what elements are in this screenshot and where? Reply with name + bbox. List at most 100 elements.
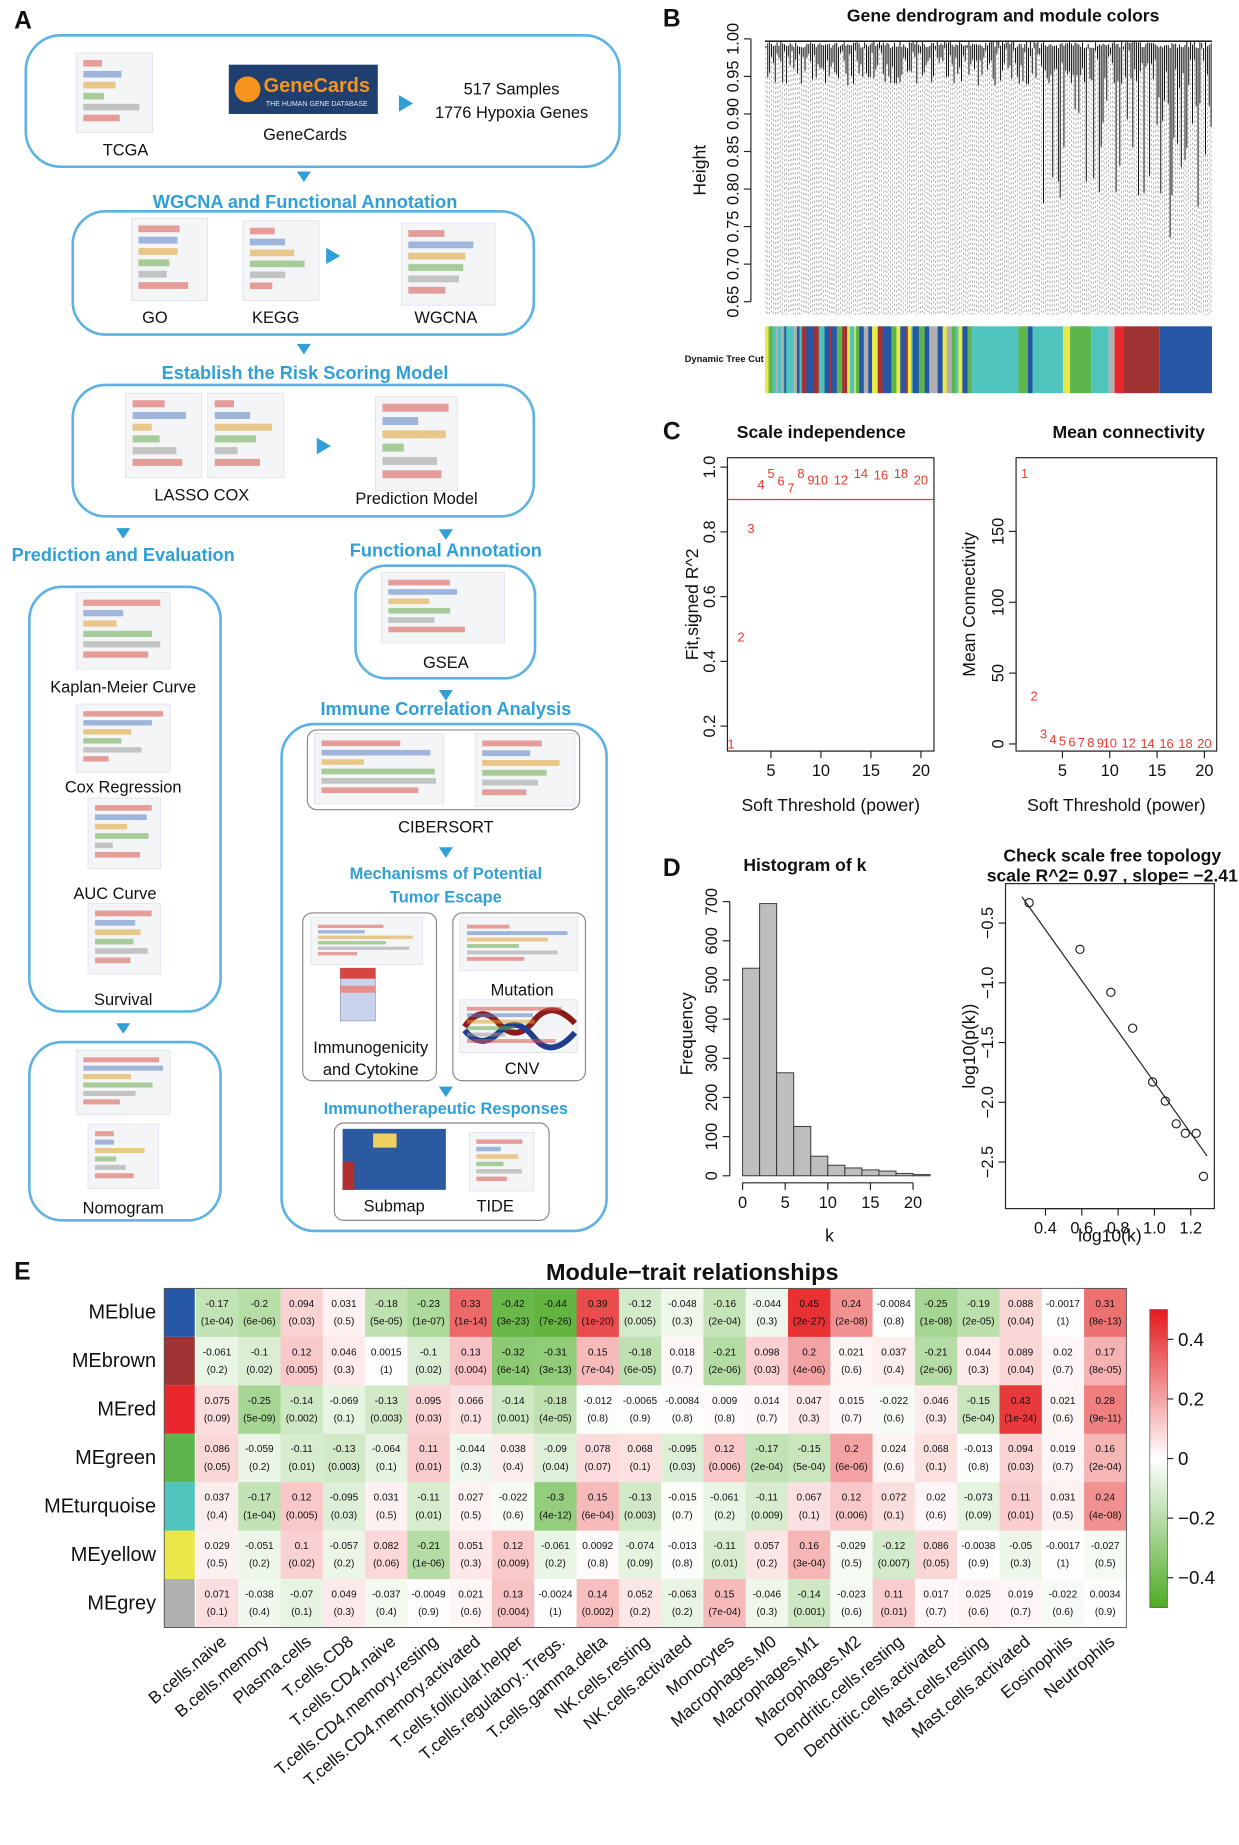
inner-box [333, 1122, 550, 1221]
thumb-detail [83, 630, 152, 638]
thumb-detail [83, 747, 142, 753]
heatmap-cell [914, 1385, 958, 1435]
inner-box [452, 912, 587, 1082]
y-tick-label: 600 [703, 927, 721, 954]
cell-value: -0.14 [290, 1396, 313, 1407]
cell-p-value: (5e-09) [243, 1413, 276, 1424]
panel-labels: A B C D E [14, 5, 681, 1285]
cell-value: -0.17 [755, 1444, 778, 1455]
cell-value: 0.021 [839, 1347, 865, 1358]
cell-value: -0.069 [330, 1396, 359, 1407]
module-color [836, 326, 843, 394]
cell-p-value: (0.2) [714, 1510, 735, 1521]
label: 517 Samples [464, 80, 560, 98]
module-color [872, 326, 879, 394]
heatmap-cell [491, 1482, 535, 1531]
x-tick-label: 0.8 [1107, 1220, 1130, 1238]
y-tick-label: 0.85 [724, 136, 742, 168]
cell-value: 0.15 [715, 1590, 735, 1601]
cell-value: -0.13 [375, 1396, 398, 1407]
cell-p-value: (0.01) [711, 1559, 737, 1570]
cell-p-value: (0.9) [1095, 1607, 1116, 1618]
cell-p-value: (0.004) [455, 1365, 487, 1376]
thumb-detail [95, 1173, 134, 1179]
panel-label: B [663, 5, 681, 32]
point-label: 5 [1059, 734, 1066, 749]
heatmap-cell [322, 1336, 366, 1386]
histogram-bar [793, 1125, 812, 1177]
y-tick-label: 0.95 [724, 60, 742, 92]
cell-p-value: (7e-04) [581, 1365, 613, 1376]
cell-value: 0.047 [797, 1396, 823, 1407]
cell-value: 0.2 [802, 1347, 816, 1358]
arrow [296, 343, 311, 355]
heatmap-cell [280, 1530, 324, 1580]
point [1198, 1171, 1209, 1182]
row-label: MEgrey [87, 1592, 156, 1614]
cell-p-value: (0.3) [460, 1559, 481, 1570]
y-tick-label: 100 [703, 1123, 721, 1150]
cell-value: -0.18 [375, 1299, 398, 1310]
module-color [929, 326, 931, 394]
thumbnail [340, 968, 376, 979]
heatmap-cell [449, 1336, 493, 1386]
cell-p-value: (0.7) [841, 1413, 862, 1424]
cell-value: 0.075 [204, 1396, 230, 1407]
point-label: 4 [757, 477, 764, 492]
point-label: 20 [1197, 736, 1211, 751]
thumb-detail [83, 711, 164, 717]
cell-value: -0.0017 [1046, 1299, 1081, 1310]
cell-p-value: (1e-14) [455, 1317, 488, 1328]
cell-value: -0.061 [710, 1493, 739, 1504]
inner-box [302, 912, 438, 1082]
cell-p-value: (3e-23) [497, 1317, 530, 1328]
module-color [924, 326, 930, 394]
label: 1776 Hypoxia Genes [435, 104, 588, 122]
cell-value: 0.046 [331, 1347, 357, 1358]
cell-value: 0.43 [1011, 1396, 1031, 1407]
cell-p-value: (0.2) [672, 1607, 693, 1618]
y-axis-label: log10(p(k)) [959, 1004, 979, 1089]
heatmap-cell [957, 1482, 1000, 1531]
cell-p-value: (0.3) [757, 1607, 778, 1618]
cell-value: -0.013 [964, 1444, 993, 1455]
module-color [868, 326, 873, 394]
module-color [967, 326, 973, 394]
heatmap-cell [576, 1530, 620, 1580]
y-tick-label: 200 [703, 1084, 721, 1111]
thumb-detail [408, 286, 446, 294]
chart-title: Gene dendrogram and module colors [847, 5, 1160, 25]
heatmap-cell [661, 1288, 704, 1338]
cell-p-value: (0.7) [757, 1413, 778, 1424]
cell-value: -0.029 [837, 1541, 866, 1552]
heatmap-cell [830, 1433, 873, 1483]
thumb-detail [83, 599, 161, 606]
x-tick-label: 20 [912, 762, 930, 780]
cell-value: 0.39 [588, 1299, 608, 1310]
chart-title: Check scale free topology [1003, 845, 1221, 865]
cell-value: 0.049 [331, 1590, 357, 1601]
thumb-detail [466, 1032, 506, 1037]
y-tick-label: −2.5 [979, 1146, 997, 1178]
label: GO [142, 309, 168, 327]
cell-p-value: (0.8) [714, 1413, 735, 1424]
heatmap-cell [788, 1336, 831, 1386]
module-color [935, 326, 939, 394]
cell-p-value: (0.2) [757, 1559, 778, 1570]
heatmap-cell [407, 1433, 451, 1483]
heatmap-cell [322, 1433, 366, 1483]
heatmap-cell [365, 1530, 408, 1580]
row-label: MEbrown [72, 1350, 156, 1372]
thumb-detail [249, 260, 305, 268]
label: TCGA [103, 141, 149, 159]
cell-p-value: (7e-04) [708, 1607, 741, 1618]
heatmap-cell [618, 1482, 662, 1531]
cell-p-value: (2e-04) [1089, 1462, 1122, 1473]
thumb-detail [466, 1013, 533, 1018]
heatmap-cell [914, 1579, 958, 1628]
colorbar-tick-label: 0.4 [1178, 1329, 1204, 1350]
cell-value: 0.13 [503, 1590, 523, 1601]
thumb-detail [466, 944, 519, 948]
chart-subtitle: scale R^2= 0.97 , slope= −2.41 [987, 865, 1238, 885]
